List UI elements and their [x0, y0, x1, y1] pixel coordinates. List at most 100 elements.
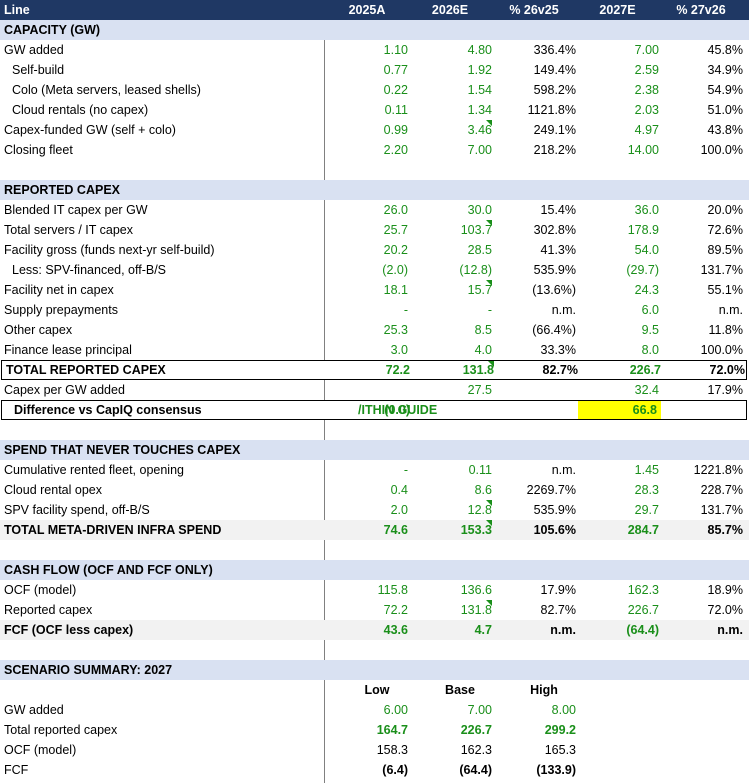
section-title[interactable]: CASH FLOW (OCF AND FCF ONLY)	[4, 563, 213, 577]
capacity-2026e[interactable]: 7.00	[467, 143, 492, 157]
capacity-label[interactable]: Capex-funded GW (self + colo)	[4, 123, 176, 137]
total-spend-pct-27v26[interactable]: 85.7%	[707, 523, 743, 537]
capex-2026e[interactable]: 15.7	[408, 280, 492, 300]
capacity-pct-27v26[interactable]: 45.8%	[707, 43, 743, 57]
capex-2025a[interactable]: 3.0	[390, 343, 408, 357]
capex-pct-26v25[interactable]: (66.4%)	[532, 323, 576, 337]
total-capex-2027e[interactable]: 226.7	[629, 363, 661, 377]
capacity-pct-27v26[interactable]: 100.0%	[700, 143, 743, 157]
capex-2027e[interactable]: 178.9	[627, 223, 659, 237]
capex-2025a[interactable]: 25.7	[383, 223, 408, 237]
capex-pct-27v26[interactable]: 11.8%	[708, 323, 743, 337]
cash-2025a[interactable]: 115.8	[377, 583, 408, 597]
consensus-2027[interactable]: 66.8	[578, 401, 661, 419]
section-title[interactable]: CAPACITY (GW)	[4, 23, 101, 37]
capex-label[interactable]: Other capex	[4, 323, 73, 337]
section-title[interactable]: REPORTED CAPEX	[4, 183, 120, 197]
spend-pct-26v25[interactable]: 2269.7%	[526, 483, 576, 497]
scenario-high[interactable]: 8.00	[551, 703, 576, 717]
capex-2025a[interactable]: (2.0)	[382, 263, 408, 277]
capex-2027e[interactable]: 24.3	[634, 283, 659, 297]
scenario-high-head[interactable]: High	[530, 683, 558, 697]
capacity-pct-27v26[interactable]: 43.8%	[707, 123, 743, 137]
capex-2026e[interactable]: 30.0	[467, 203, 492, 217]
capex-pct-26v25[interactable]: 302.8%	[533, 223, 576, 237]
spend-pct-27v26[interactable]: 1221.8%	[693, 463, 743, 477]
capacity-2025a[interactable]: 0.11	[384, 103, 408, 117]
capex-per-gw-2025a[interactable]	[326, 380, 408, 400]
cash-pct-27v26[interactable]: 72.0%	[707, 603, 743, 617]
scenario-base[interactable]: 7.00	[467, 703, 492, 717]
capacity-2027e[interactable]: 4.97	[634, 123, 659, 137]
capacity-pct-27v26[interactable]: 54.9%	[707, 83, 743, 97]
header-2026e[interactable]: 2026E	[431, 3, 469, 17]
spend-2027e[interactable]: 1.45	[634, 463, 659, 477]
capacity-label[interactable]: Colo (Meta servers, leased shells)	[12, 83, 201, 97]
scenario-high[interactable]: (133.9)	[536, 763, 576, 777]
total-capex-pct-26v25[interactable]: 82.7%	[542, 363, 578, 377]
capacity-2025a[interactable]: 0.99	[383, 123, 408, 137]
cash-2027e[interactable]: 226.7	[627, 603, 659, 617]
capex-pct-27v26[interactable]: 72.6%	[707, 223, 743, 237]
capex-label[interactable]: Less: SPV-financed, off-B/S	[12, 263, 167, 277]
total-spend-2027e[interactable]: 284.7	[627, 523, 659, 537]
scenario-label[interactable]: GW added	[4, 703, 64, 717]
capacity-pct-26v25[interactable]: 149.4%	[533, 63, 576, 77]
capex-label[interactable]: Finance lease principal	[4, 343, 132, 357]
capex-pct-27v26[interactable]: 100.0%	[700, 343, 743, 357]
spend-label[interactable]: Cloud rental opex	[4, 483, 102, 497]
fcf-2026e[interactable]: 4.7	[474, 623, 492, 637]
header-pct-27v26[interactable]: % 27v26	[676, 3, 726, 17]
spend-pct-27v26[interactable]: 228.7%	[700, 483, 743, 497]
capex-pct-27v26[interactable]: 20.0%	[707, 203, 743, 217]
scenario-low-head[interactable]: Low	[364, 683, 390, 697]
scenario-label[interactable]: OCF (model)	[4, 743, 77, 757]
spend-2027e[interactable]: 29.7	[634, 503, 659, 517]
capacity-pct-26v25[interactable]: 218.2%	[533, 143, 576, 157]
capacity-2025a[interactable]: 0.77	[383, 63, 408, 77]
capacity-label[interactable]: Cloud rentals (no capex)	[12, 103, 149, 117]
spend-2026e[interactable]: 0.11	[468, 463, 492, 477]
fcf-2025a[interactable]: 43.6	[383, 623, 408, 637]
scenario-low[interactable]: 158.3	[376, 743, 408, 757]
capex-2027e[interactable]: 36.0	[634, 203, 659, 217]
spend-label[interactable]: SPV facility spend, off-B/S	[4, 503, 150, 517]
total-spend-2026e[interactable]: 153.3	[408, 520, 492, 540]
cash-2027e[interactable]: 162.3	[627, 583, 659, 597]
capex-pct-26v25[interactable]: 15.4%	[540, 203, 576, 217]
capex-2027e[interactable]: 54.0	[634, 243, 659, 257]
capacity-2027e[interactable]: 7.00	[634, 43, 659, 57]
capex-label[interactable]: Total servers / IT capex	[4, 223, 133, 237]
capex-2027e[interactable]: 6.0	[641, 303, 659, 317]
capex-per-gw-2026e[interactable]: 27.5	[467, 383, 492, 397]
capacity-2025a[interactable]: 0.22	[383, 83, 408, 97]
capacity-pct-27v26[interactable]: 34.9%	[707, 63, 743, 77]
scenario-low[interactable]: 164.7	[376, 723, 408, 737]
capex-pct-27v26[interactable]: n.m.	[718, 303, 743, 317]
capex-2026e[interactable]: (12.8)	[459, 263, 492, 277]
capacity-2026e[interactable]: 1.34	[467, 103, 492, 117]
cash-2026e[interactable]: 136.6	[460, 583, 492, 597]
spend-label[interactable]: Cumulative rented fleet, opening	[4, 463, 184, 477]
capacity-2026e[interactable]: 1.92	[467, 63, 492, 77]
capex-label[interactable]: Facility gross (funds next-yr self-build…	[4, 243, 215, 257]
section-title[interactable]: SCENARIO SUMMARY: 2027	[4, 663, 173, 677]
scenario-low[interactable]: 6.00	[383, 703, 408, 717]
spend-pct-26v25[interactable]: n.m.	[551, 463, 576, 477]
scenario-label[interactable]: FCF	[4, 763, 29, 777]
capex-2026e[interactable]: 8.5	[474, 323, 492, 337]
section-title[interactable]: SPEND THAT NEVER TOUCHES CAPEX	[4, 443, 241, 457]
cash-pct-27v26[interactable]: 18.9%	[707, 583, 743, 597]
cash-label[interactable]: Reported capex	[4, 603, 93, 617]
capacity-2027e[interactable]: 2.59	[634, 63, 659, 77]
capex-2026e[interactable]: 103.7	[408, 220, 492, 240]
total-spend-pct-26v25[interactable]: 105.6%	[533, 523, 576, 537]
capacity-pct-26v25[interactable]: 598.2%	[533, 83, 576, 97]
capacity-2026e[interactable]: 3.46	[408, 120, 492, 140]
header-line[interactable]: Line	[4, 3, 30, 17]
spend-2026e[interactable]: 8.6	[474, 483, 492, 497]
capacity-label[interactable]: GW added	[4, 43, 64, 57]
capex-pct-27v26[interactable]: 55.1%	[707, 283, 743, 297]
capex-label[interactable]: Blended IT capex per GW	[4, 203, 148, 217]
capex-2025a[interactable]: 25.3	[383, 323, 408, 337]
